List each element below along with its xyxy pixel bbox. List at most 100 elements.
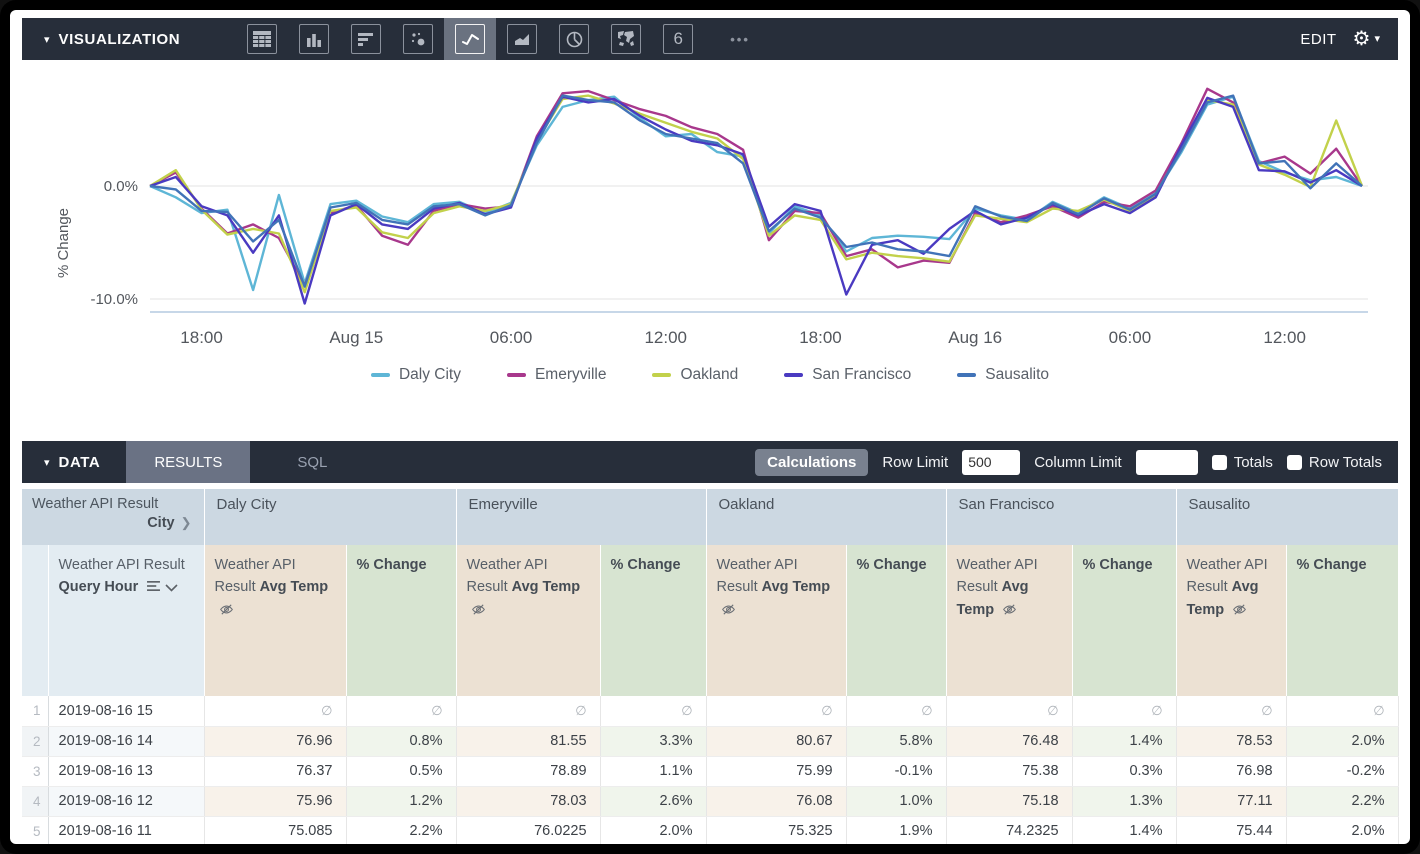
more-chart-types-icon[interactable]: ••• — [730, 31, 750, 47]
pct-change-cell: 2.0% — [1286, 816, 1399, 844]
totals-checkbox[interactable] — [1211, 454, 1227, 470]
pct-change-header-emeryville[interactable]: % Change — [599, 545, 707, 696]
legend-swatch-daly-city — [370, 373, 390, 377]
x-tick-label: 06:00 — [490, 328, 533, 347]
avg-temp-cell: ∅ — [706, 696, 847, 727]
table-chart-icon[interactable] — [247, 24, 278, 54]
legend-item-sausalito[interactable]: Sausalito — [957, 366, 1049, 384]
bar-chart-icon[interactable] — [351, 24, 382, 54]
pct-change-cell: 1.0% — [846, 786, 947, 817]
caret-down-icon[interactable]: ▾ — [44, 456, 50, 469]
tab-results[interactable]: RESULTS — [126, 441, 251, 483]
avg-temp-cell: 78.89 — [456, 756, 601, 787]
query-hour-column-header[interactable]: Weather API Result Query Hour — [47, 545, 204, 696]
tab-sql[interactable]: SQL — [297, 453, 328, 471]
y-tick-label: -10.0% — [90, 291, 138, 308]
single-value-icon-button[interactable]: 6 — [652, 18, 704, 60]
avg-temp-cell: ∅ — [1176, 696, 1287, 727]
avg-temp-cell: 80.67 — [706, 726, 847, 757]
pct-change-header-daly-city[interactable]: % Change — [345, 545, 457, 696]
caret-down-icon[interactable]: ▾ — [44, 33, 50, 46]
column-chart-icon-button[interactable] — [288, 18, 340, 60]
sort-icon[interactable] — [146, 580, 161, 592]
line-chart-icon[interactable] — [455, 24, 486, 54]
avg-temp-header-san-francisco[interactable]: Weather API Result Avg Temp — [945, 545, 1073, 696]
chevron-down-icon[interactable] — [165, 584, 178, 593]
explore-panel: ▾ VISUALIZATION 6 ••• EDIT ⚙ ▾ 0.0% -10.0%… — [10, 10, 1410, 844]
avg-temp-cell: 75.085 — [204, 816, 347, 844]
pct-change-cell: 2.0% — [600, 816, 707, 844]
hidden-field-icon[interactable] — [471, 604, 486, 615]
caret-down-icon[interactable]: ▾ — [1374, 32, 1380, 45]
pivot-header-san-francisco[interactable]: San Francisco — [945, 489, 1177, 545]
single-value-icon[interactable]: 6 — [663, 24, 694, 54]
pivot-corner-header[interactable]: Weather API Result City ❯ — [22, 489, 204, 545]
edit-button[interactable]: EDIT — [1300, 30, 1337, 48]
pct-change-header-oakland[interactable]: % Change — [845, 545, 947, 696]
pie-chart-icon[interactable] — [559, 24, 590, 54]
line-chart-icon-button[interactable] — [444, 18, 497, 60]
avg-temp-header-daly-city[interactable]: Weather API Result Avg Temp — [203, 545, 346, 696]
area-chart-icon[interactable] — [507, 24, 538, 54]
row-number: 4 — [22, 786, 49, 817]
totals-toggle[interactable]: Totals — [1211, 454, 1273, 471]
legend-item-san-francisco[interactable]: San Francisco — [784, 366, 911, 384]
x-tick-label: Aug 15 — [329, 328, 383, 347]
pct-change-header-sausalito[interactable]: % Change — [1285, 545, 1399, 696]
legend-swatch-emeryville — [506, 373, 526, 377]
map-chart-icon[interactable] — [611, 24, 642, 54]
table-row: 4 2019-08-16 12 75.96 1.2% 78.03 2.6% 76.08 1.0… — [22, 786, 1399, 817]
avg-temp-header-emeryville[interactable]: Weather API Result Avg Temp — [455, 545, 601, 696]
row-totals-label: Row Totals — [1308, 453, 1382, 471]
row-limit-input[interactable] — [962, 449, 1021, 475]
visualization-section-toggle[interactable]: ▾ VISUALIZATION — [22, 31, 180, 48]
legend-item-daly-city[interactable]: Daly City — [370, 366, 461, 384]
pct-change-cell: 2.2% — [1286, 786, 1399, 817]
legend-item-oakland[interactable]: Oakland — [652, 366, 738, 384]
table-row: 3 2019-08-16 13 76.37 0.5% 78.89 1.1% 75.99 -0.… — [22, 756, 1399, 787]
map-chart-icon-button[interactable] — [600, 18, 652, 60]
series-line-sausalito — [149, 94, 1363, 288]
pie-chart-icon-button[interactable] — [548, 18, 600, 60]
x-tick-label: 12:00 — [1263, 328, 1306, 347]
hidden-field-icon[interactable] — [721, 604, 736, 615]
hidden-field-icon[interactable] — [1002, 604, 1017, 615]
query-hour-cell: 2019-08-16 15 — [48, 696, 205, 727]
row-totals-checkbox[interactable] — [1286, 454, 1302, 470]
legend-swatch-san-francisco — [784, 373, 804, 377]
row-number: 2 — [22, 726, 49, 757]
hidden-field-icon[interactable] — [219, 604, 234, 615]
avg-temp-cell: 76.08 — [706, 786, 847, 817]
pivot-header-oakland[interactable]: Oakland — [705, 489, 947, 545]
pivot-header-sausalito[interactable]: Sausalito — [1175, 489, 1399, 545]
visualization-bar-right: EDIT ⚙ ▾ — [1300, 29, 1398, 49]
row-number: 5 — [22, 816, 49, 844]
bar-chart-icon-button[interactable] — [340, 18, 392, 60]
settings-menu[interactable]: ⚙ ▾ — [1353, 29, 1380, 49]
pct-change-cell: 1.2% — [346, 786, 457, 817]
row-totals-toggle[interactable]: Row Totals — [1286, 453, 1382, 471]
data-bar-controls: Calculations Row Limit Column Limit Tota… — [755, 448, 1398, 476]
table-chart-icon-button[interactable] — [236, 18, 288, 60]
calculations-button[interactable]: Calculations — [755, 448, 869, 476]
avg-temp-cell: 76.96 — [204, 726, 347, 757]
scatter-chart-icon-button[interactable] — [392, 18, 444, 60]
area-chart-icon-button[interactable] — [496, 18, 548, 60]
avg-temp-header-sausalito[interactable]: Weather API Result Avg Temp — [1175, 545, 1287, 696]
chevron-right-icon[interactable]: ❯ — [180, 515, 192, 530]
pivot-header-daly-city[interactable]: Daly City — [203, 489, 457, 545]
avg-temp-header-oakland[interactable]: Weather API Result Avg Temp — [705, 545, 847, 696]
pct-change-header-san-francisco[interactable]: % Change — [1071, 545, 1177, 696]
query-hour-cell: 2019-08-16 13 — [48, 756, 205, 787]
hidden-field-icon[interactable] — [1232, 604, 1247, 615]
y-tick-label: 0.0% — [104, 178, 138, 195]
scatter-chart-icon[interactable] — [403, 24, 434, 54]
data-section-toggle[interactable]: ▾ DATA — [22, 454, 100, 471]
legend-item-emeryville[interactable]: Emeryville — [506, 366, 606, 384]
avg-temp-cell: 75.44 — [1176, 816, 1287, 844]
gear-icon[interactable]: ⚙ — [1352, 28, 1371, 50]
column-chart-icon[interactable] — [299, 24, 330, 54]
legend-swatch-sausalito — [957, 373, 977, 377]
column-limit-input[interactable] — [1135, 449, 1198, 475]
pivot-header-emeryville[interactable]: Emeryville — [455, 489, 707, 545]
